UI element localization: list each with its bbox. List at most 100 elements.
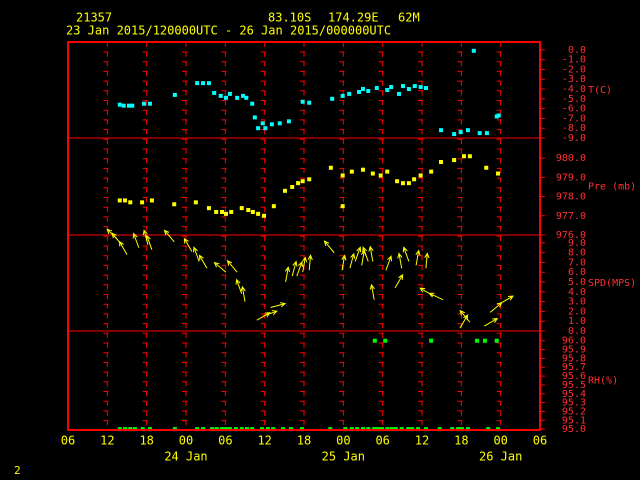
data-point [223,211,228,216]
data-point [418,173,423,178]
y-tick-label: -2.0 [562,64,586,75]
data-point [260,121,265,126]
wind-arrow [291,260,298,277]
x-tick-label: 12 [415,434,429,448]
data-point [484,131,489,136]
wind-arrow [235,278,243,294]
y-tick-label: 6.0 [568,267,586,278]
x-tick-label: 06 [61,434,75,448]
latitude: 83.10S [268,11,311,25]
data-point [117,102,122,107]
wind-arrow [118,240,128,255]
data-point [340,173,345,178]
grid-line [300,42,308,430]
data-point [439,128,444,133]
date-label: 25 Jan [322,450,365,464]
wind-arrow [415,249,421,266]
y-tick-label: -6.0 [562,104,586,115]
y-tick-label: -7.0 [562,113,586,124]
data-point [206,81,211,86]
wind-arrow [385,255,393,271]
y-tick-label: 5.0 [568,277,586,288]
x-tick-label: 06 [533,434,547,448]
wind-arrow [489,302,503,313]
data-point [126,103,131,108]
data-point [383,338,388,343]
y-tick-label: 95.7 [562,362,586,373]
wind-arrow [226,259,238,273]
wind-arrow [307,254,313,271]
data-point [140,200,145,205]
data-point [452,158,457,163]
wind-arrow [132,232,140,248]
y-axis-label: Pre (mb) [588,182,636,193]
data-point [246,208,251,213]
data-point [193,200,198,205]
data-point [475,338,480,343]
data-point [400,181,405,186]
wind-arrow [368,245,374,262]
data-point [307,177,312,182]
data-point [395,179,400,184]
wind-arrow [402,246,410,262]
y-tick-label: -9.0 [562,133,586,144]
wind-arrow [349,252,356,269]
grid-line [182,42,190,430]
data-point [195,81,200,86]
y-tick-label: 9.0 [568,238,586,249]
grid-line [496,42,505,430]
data-point [250,101,255,106]
data-point [263,126,268,131]
y-tick-label: 95.4 [562,389,586,400]
data-point [282,188,287,193]
data-point [484,165,489,170]
data-point [400,84,405,89]
y-tick-label: 95.9 [562,345,586,356]
data-point [429,338,434,343]
x-tick-label: 00 [179,434,193,448]
data-point [239,206,244,211]
data-point [277,121,282,126]
grid-line [103,42,112,430]
y-tick-label: 978.0 [556,192,586,203]
data-point [218,93,223,98]
data-point [458,130,463,135]
data-point [482,338,487,343]
longitude: 174.29E [328,11,379,25]
grid-line [457,42,466,430]
data-point [206,206,211,211]
wind-arrow [484,318,499,327]
data-point [494,338,499,343]
wind-arrow [284,266,291,283]
y-tick-label: 8.0 [568,248,586,259]
data-point [340,93,345,98]
data-point [229,209,234,214]
wind-arrow [198,254,208,269]
y-tick-label: 4.0 [568,287,586,298]
data-point [252,115,257,120]
y-tick-label: -1.0 [562,55,586,66]
x-tick-label: 18 [454,434,468,448]
data-point [269,122,274,127]
page-number: 2 [14,464,21,477]
data-point [412,84,417,89]
data-point [496,113,501,118]
data-point [496,171,501,176]
data-point [223,95,228,100]
data-point [452,132,457,137]
date-label: 24 Jan [164,450,207,464]
wind-arrow [296,260,303,277]
x-tick-label: 00 [493,434,507,448]
data-point [256,126,261,131]
period: 23 Jan 2015/120000UTC - 26 Jan 2015/0000… [66,24,391,38]
data-point [241,93,246,98]
data-point [244,95,249,100]
grid-line [260,42,269,430]
y-tick-label: -5.0 [562,94,586,105]
wind-arrow [270,302,287,308]
wind-arrow [394,273,404,289]
y-tick-label: -3.0 [562,74,586,85]
data-point [412,177,417,182]
x-tick-label: 18 [139,434,153,448]
data-point [220,209,225,214]
